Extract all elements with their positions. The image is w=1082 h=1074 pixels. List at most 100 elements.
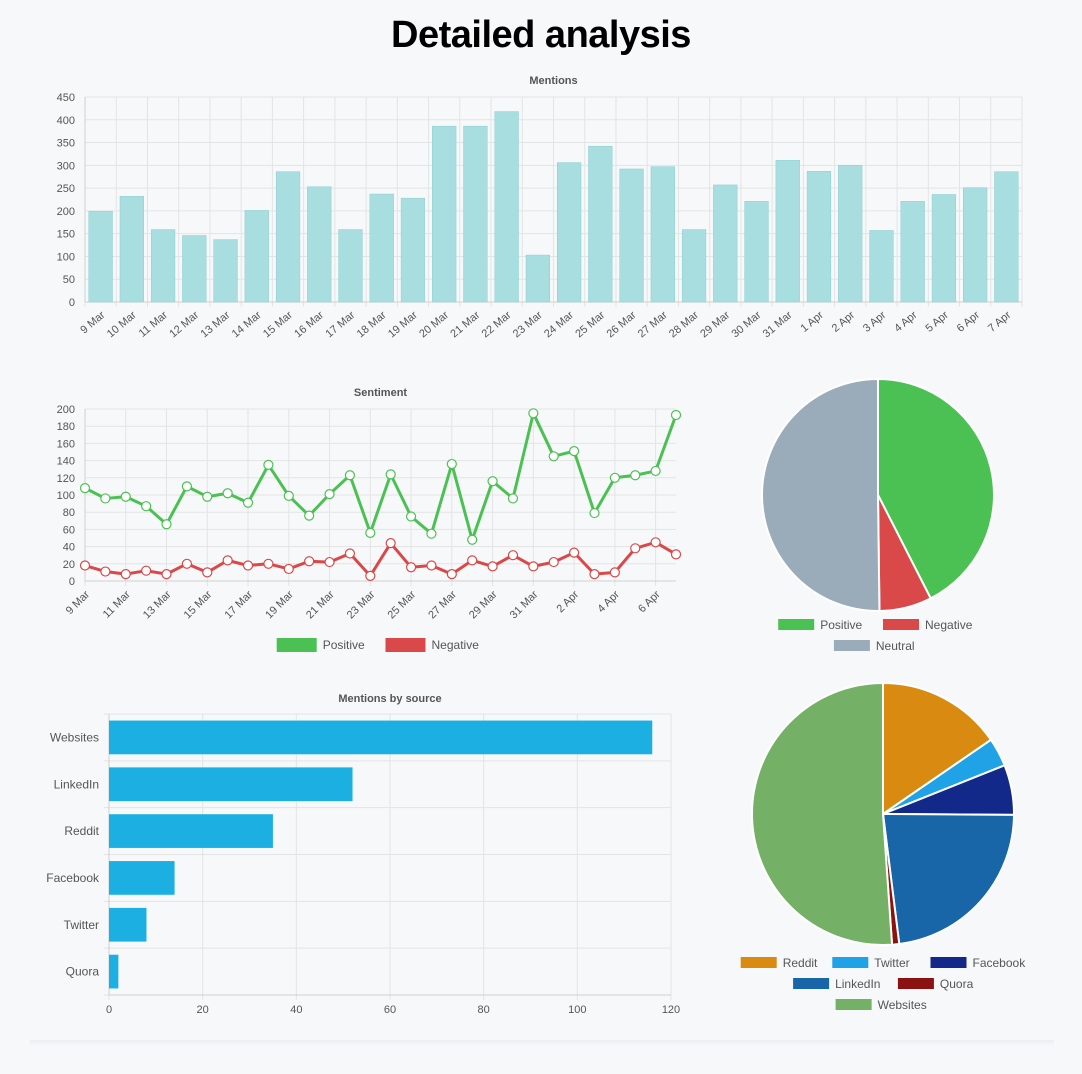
y-tick-label: 200 xyxy=(57,206,75,218)
x-tick-label: 19 Mar xyxy=(263,588,296,621)
source-pie-chart: Reddit Twitter Facebook LinkedIn Quora Websit… xyxy=(740,681,1026,1012)
x-tick-label: 7 Apr xyxy=(986,309,1014,335)
y-tick-label: Reddit xyxy=(64,824,99,838)
negative-point-9-mar xyxy=(79,560,91,571)
positive-legend-label: Positive xyxy=(323,638,365,652)
negative-point-16-mar xyxy=(222,555,233,566)
x-tick-label: 28 Mar xyxy=(667,309,701,340)
negative-point-5-apr xyxy=(630,543,641,554)
x-tick-label: 6 Apr xyxy=(955,309,983,335)
positive-point-25-mar xyxy=(405,511,417,522)
positive-point-23-mar xyxy=(365,527,376,538)
positive-point-5-apr xyxy=(630,470,641,481)
positive-point-15-mar xyxy=(202,491,213,502)
sentiment-pie-slice-neutral xyxy=(761,377,881,612)
negative-point-28-mar xyxy=(467,555,478,566)
mentions-bar-24-mar xyxy=(556,162,582,303)
x-tick-label: 5 Apr xyxy=(923,309,951,335)
x-tick-label: 100 xyxy=(568,1004,586,1016)
y-tick-label: 350 xyxy=(57,138,75,150)
negative-point-3-apr xyxy=(589,569,600,580)
quora-legend-label: Quora xyxy=(940,977,974,991)
positive-point-19-mar xyxy=(283,490,294,501)
y-tick-label: 200 xyxy=(57,404,75,416)
positive-point-1-apr xyxy=(548,451,559,462)
negative-point-18-mar xyxy=(263,558,274,569)
positive-point-30-mar xyxy=(507,493,519,504)
negative-point-31-mar xyxy=(528,561,539,572)
x-tick-label: 2 Apr xyxy=(830,309,858,335)
positive-legend-swatch xyxy=(276,638,317,652)
positive-point-2-apr xyxy=(569,446,580,457)
quora-legend-swatch xyxy=(897,978,934,989)
positive-point-3-apr xyxy=(589,507,600,519)
mentions-bar-15-mar xyxy=(275,171,301,303)
x-tick-label: 15 Mar xyxy=(261,309,295,340)
negative-legend-label: Negative xyxy=(925,618,973,632)
sentiment-pie-panel: Positive Negative Neutral xyxy=(740,370,1020,660)
mentions-chart: Mentions 0 50 100 150 200 250 300 350 400 450 9 Mar… xyxy=(57,75,1023,340)
negative-legend-swatch xyxy=(883,619,919,630)
y-tick-label: Facebook xyxy=(46,871,100,885)
negative-point-27-mar xyxy=(446,569,457,580)
x-tick-label: 27 Mar xyxy=(426,588,459,621)
mentions-bar-1-apr xyxy=(806,171,832,303)
mentions-bar-2-apr xyxy=(838,165,863,303)
x-tick-label: 1 Apr xyxy=(799,309,827,335)
source-chart: Mentions by source 0 20 40 60 80 100 120 Website… xyxy=(46,693,680,1016)
mentions-bar-14-mar xyxy=(244,210,269,303)
negative-point-6-apr xyxy=(650,537,661,548)
positive-series-line xyxy=(84,411,678,542)
reddit-legend-swatch xyxy=(740,957,777,968)
sentiment-chart-title: Sentiment xyxy=(354,387,408,399)
y-tick-label: 100 xyxy=(57,251,75,263)
x-tick-label: 25 Mar xyxy=(573,309,607,340)
positive-point-4-apr xyxy=(609,472,620,483)
x-tick-label: 15 Mar xyxy=(182,588,215,621)
x-tick-label: 29 Mar xyxy=(698,309,732,340)
mentions-bar-12-mar xyxy=(182,235,207,303)
x-tick-label: 10 Mar xyxy=(105,309,139,340)
positive-point-9-mar xyxy=(79,483,91,494)
source-chart-title: Mentions by source xyxy=(338,693,441,705)
mentions-bar-18-mar xyxy=(369,193,394,303)
y-tick-label: 0 xyxy=(69,576,75,588)
twitter-legend-label: Twitter xyxy=(874,956,909,970)
positive-point-27-mar xyxy=(446,458,457,470)
x-tick-label: 0 xyxy=(106,1004,112,1016)
source-pie-slice-reddit xyxy=(882,681,993,816)
mentions-bar-17-mar xyxy=(338,229,363,303)
y-tick-label: 100 xyxy=(57,490,75,502)
y-tick-label: 0 xyxy=(69,297,75,309)
websites-legend-label: Websites xyxy=(878,998,927,1012)
x-tick-label: 17 Mar xyxy=(323,309,357,340)
positive-point-12-mar xyxy=(141,501,152,512)
mentions-bar-19-mar xyxy=(400,197,426,303)
source-bar-linkedin xyxy=(109,767,353,802)
mentions-bar-9-mar xyxy=(88,211,113,303)
x-tick-label: 11 Mar xyxy=(137,309,171,340)
negative-legend-swatch xyxy=(385,638,426,652)
positive-legend-swatch xyxy=(778,619,815,630)
negative-point-19-mar xyxy=(283,563,294,575)
x-tick-label: 25 Mar xyxy=(385,588,418,621)
x-tick-label: 31 Mar xyxy=(761,309,795,340)
positive-point-13-mar xyxy=(161,519,172,530)
y-tick-label: 400 xyxy=(57,115,75,127)
negative-point-23-mar xyxy=(365,570,376,581)
sentiment-pie-chart: Positive Negative Neutral xyxy=(761,377,995,653)
y-tick-label: 160 xyxy=(57,438,75,450)
facebook-legend-swatch xyxy=(930,957,967,968)
mentions-bar-3-apr xyxy=(869,230,894,303)
mentions-bar-30-mar xyxy=(744,201,769,303)
positive-point-18-mar xyxy=(263,459,274,471)
negative-point-24-mar xyxy=(385,538,396,549)
negative-point-29-mar xyxy=(487,561,498,572)
positive-point-31-mar xyxy=(528,408,539,419)
negative-point-20-mar xyxy=(304,556,315,567)
mentions-bar-28-mar xyxy=(681,229,707,303)
mentions-bar-13-mar xyxy=(213,239,238,303)
source-bar-twitter xyxy=(109,907,147,942)
negative-point-10-mar xyxy=(100,566,111,577)
mentions-bar-10-mar xyxy=(119,196,144,303)
